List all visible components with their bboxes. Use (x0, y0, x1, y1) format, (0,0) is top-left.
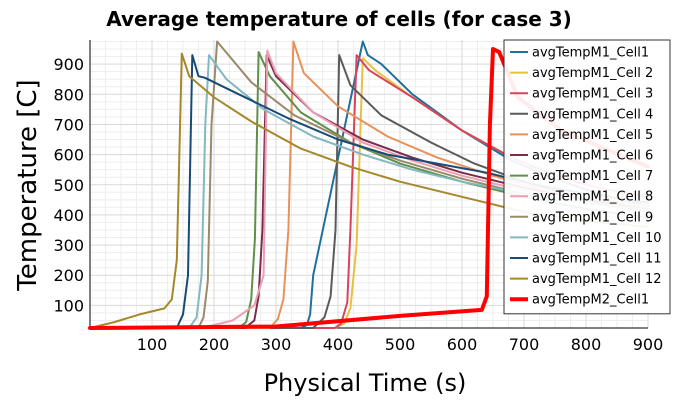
y-tick-label: 700 (53, 115, 84, 134)
legend-label: avgTempM1_Cell 11 (532, 252, 662, 267)
legend-label: avgTempM1_Cell 10 (532, 231, 662, 246)
y-tick-label: 600 (53, 146, 84, 165)
y-tick-label: 200 (53, 266, 84, 285)
x-tick-label: 700 (509, 335, 540, 354)
legend-label: avgTempM2_Cell1 (532, 293, 649, 308)
legend-label: avgTempM1_Cell 12 (532, 272, 662, 287)
x-axis-label: Physical Time (s) (264, 369, 467, 397)
legend-label: avgTempM1_Cell 4 (532, 107, 653, 122)
x-tick-label: 800 (571, 335, 602, 354)
legend-label: avgTempM1_Cell 6 (532, 149, 653, 164)
x-tick-label: 600 (447, 335, 478, 354)
legend-label: avgTempM1_Cell1 (532, 46, 649, 61)
legend: avgTempM1_Cell1 avgTempM1_Cell 2 avgTempM1… (503, 39, 671, 315)
x-tick-label: 500 (385, 335, 416, 354)
x-tick-label: 300 (261, 335, 292, 354)
legend-label: avgTempM1_Cell 5 (532, 128, 653, 143)
legend-label: avgTempM1_Cell 9 (532, 210, 653, 225)
legend-label: avgTempM1_Cell 3 (532, 87, 653, 102)
y-tick-label: 100 (53, 296, 84, 315)
y-tick-label: 800 (53, 85, 84, 104)
legend-box (503, 39, 671, 315)
y-axis-label: Temperature [C] (13, 79, 43, 291)
legend-label: avgTempM1_Cell 7 (532, 169, 653, 184)
series-line-10 (89, 54, 649, 329)
x-tick-label: 100 (137, 335, 168, 354)
x-tick-label: 400 (323, 335, 354, 354)
series-line-12 (89, 52, 649, 329)
y-tick-label: 500 (53, 176, 84, 195)
chart-title: Average temperature of cells (for case 3… (106, 7, 572, 31)
tick-labels: 100 200 300 400 500 600 700 800 900 100 200 300 400 5… (53, 55, 663, 354)
x-tick-label: 900 (633, 335, 664, 354)
y-tick-label: 300 (53, 236, 84, 255)
x-tick-label: 200 (199, 335, 230, 354)
y-tick-label: 900 (53, 55, 84, 74)
legend-label: avgTempM1_Cell 8 (532, 190, 653, 205)
series-line-5 (89, 40, 649, 329)
legend-label: avgTempM1_Cell 2 (532, 66, 653, 81)
y-tick-label: 400 (53, 206, 84, 225)
